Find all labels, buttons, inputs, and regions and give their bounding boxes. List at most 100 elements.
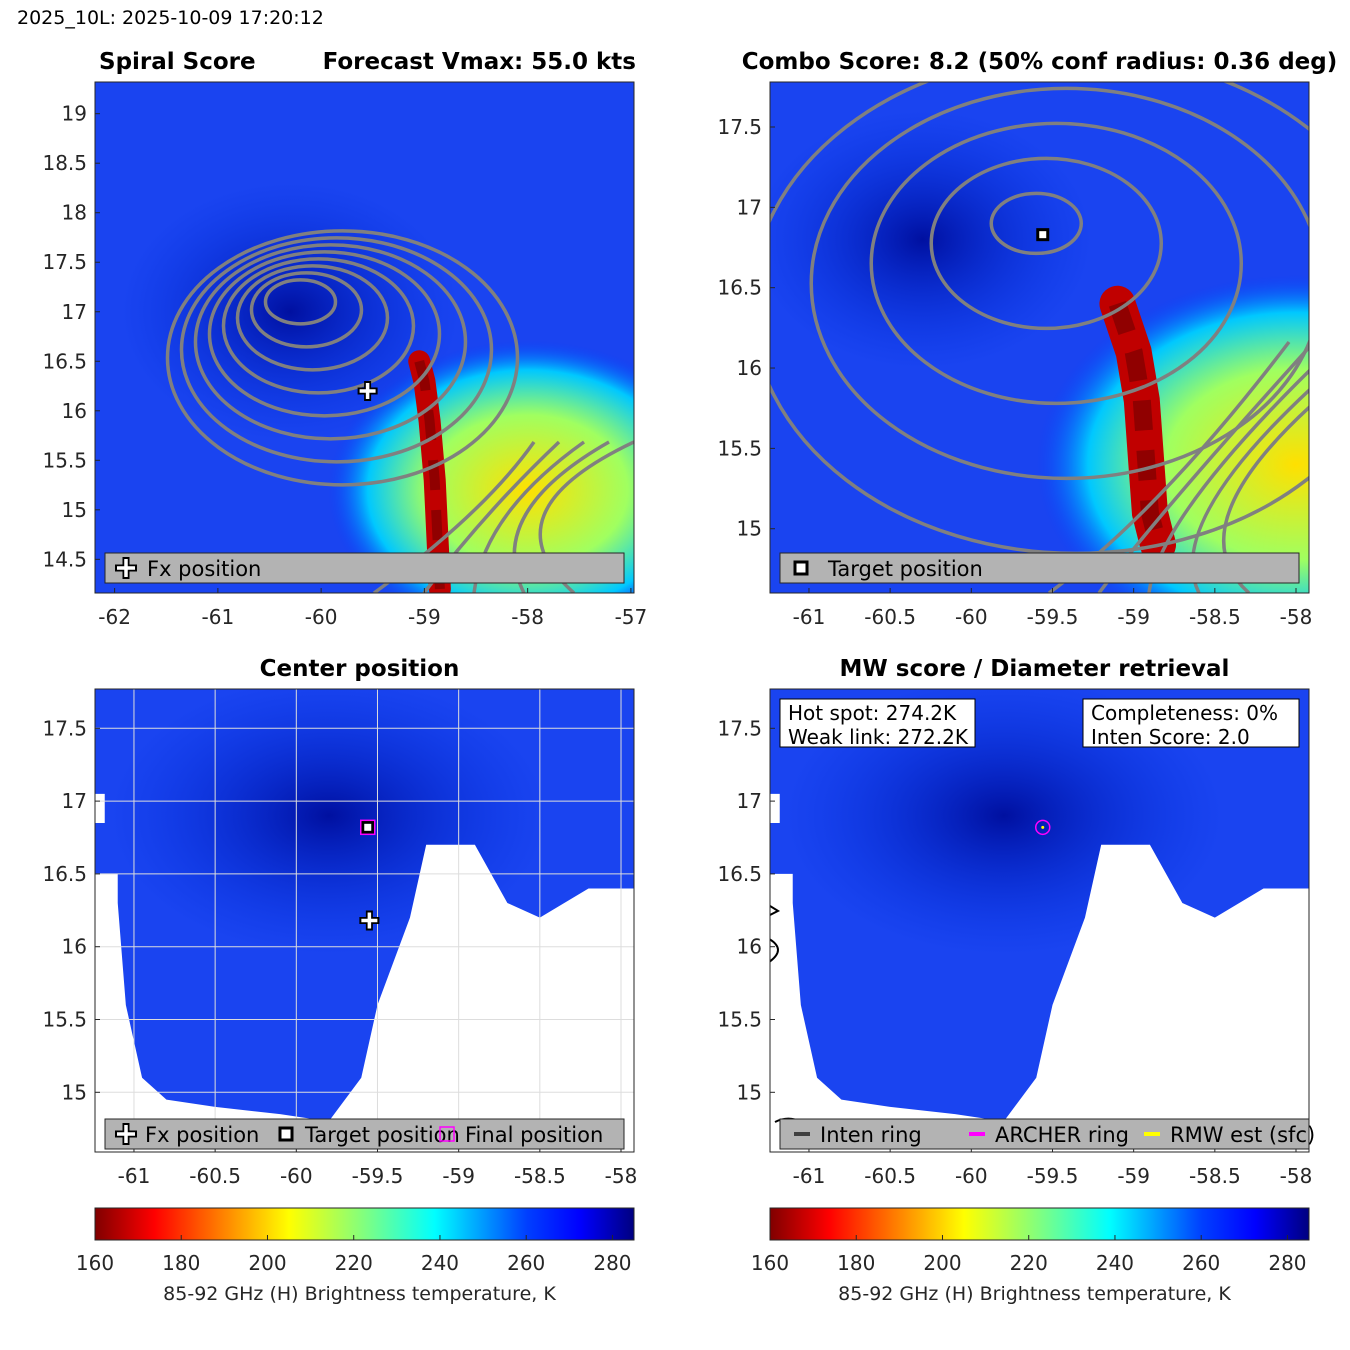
colorbar-gradient — [94, 1207, 635, 1241]
y-tick-label: 16 — [737, 356, 762, 380]
annotation-text: Weak link: 272.2K — [788, 725, 969, 749]
x-tick-label: -59 — [1117, 1164, 1150, 1188]
y-tick-label: 17 — [62, 300, 87, 324]
y-tick-label: 17 — [737, 195, 762, 219]
y-tick-label: 17.5 — [42, 716, 87, 740]
fx-position-marker-fill — [359, 382, 376, 399]
legend-label: Target position — [827, 557, 983, 581]
legend-magenta-square-icon — [439, 1126, 455, 1142]
legend-label: Fx position — [147, 557, 261, 581]
legend-label: Fx position — [145, 1123, 259, 1147]
legend-plus-icon-fill — [117, 559, 135, 577]
y-tick-label: 17.5 — [717, 115, 762, 139]
x-tick-label: -60 — [955, 605, 988, 629]
legend-label: ARCHER ring — [995, 1123, 1129, 1147]
y-tick-label: 17 — [62, 789, 87, 813]
panel-title: Spiral Score — [99, 49, 256, 75]
panel-title: Center position — [260, 656, 460, 682]
colorbar-tick-label: 220 — [335, 1251, 373, 1275]
heatmap-cold-region — [120, 181, 461, 442]
colorbar-tick-label: 160 — [751, 1251, 789, 1275]
annotation-text: Hot spot: 274.2K — [788, 701, 957, 725]
panel-2-legend: Target position — [779, 552, 1300, 584]
y-tick-label: 16 — [737, 935, 762, 959]
colorbar-tick-label: 260 — [1182, 1251, 1220, 1275]
legend-square-icon — [793, 560, 809, 576]
x-tick-label: -57 — [615, 605, 648, 629]
colorbar-tick-label: 280 — [593, 1251, 631, 1275]
x-tick-label: -60 — [955, 1164, 988, 1188]
y-tick-label: 18.5 — [42, 151, 87, 175]
y-tick-label: 15 — [737, 517, 762, 541]
y-tick-label: 17.5 — [717, 716, 762, 740]
annotation-text: Inten Score: 2.0 — [1091, 725, 1250, 749]
colorbar-tick-label: 220 — [1010, 1251, 1048, 1275]
x-tick-label: -61 — [202, 605, 235, 629]
colorbar-tick-label: 200 — [248, 1251, 286, 1275]
y-tick-label: 16.5 — [42, 349, 87, 373]
legend-label: RMW est (sfc) — [1170, 1123, 1315, 1147]
colorbar-tick-label: 240 — [421, 1251, 459, 1275]
x-tick-label: -62 — [98, 605, 131, 629]
panel-3-image — [95, 689, 634, 1152]
contour-line — [193, 243, 468, 441]
legend-box — [104, 552, 625, 584]
contour-line — [263, 278, 338, 326]
y-tick-label: 15.5 — [42, 448, 87, 472]
legend-label: Inten ring — [820, 1123, 922, 1147]
colorbar-label: 85-92 GHz (H) Brightness temperature, K — [838, 1283, 1231, 1305]
annotation-box — [1082, 698, 1300, 748]
panel-1-legend: Fx position — [104, 552, 625, 584]
contour-line — [249, 271, 364, 349]
target-position-marker — [1036, 228, 1050, 242]
no-data-region — [770, 844, 1309, 1152]
colorbar-gradient — [769, 1207, 1310, 1241]
colorbar-2: 160 180 200 220 240 260 280 85-92 GHz (H) Brigh… — [751, 1207, 1310, 1305]
axes-frame — [769, 688, 1310, 1153]
no-data-region — [770, 793, 780, 823]
contour-line — [221, 257, 416, 395]
legend-box — [779, 552, 1300, 584]
rmw-marker — [1041, 825, 1045, 829]
contour-line — [929, 156, 1164, 331]
colorbar-1: 160 180 200 220 240 260 280 85-92 GHz (H) Brigh… — [76, 1207, 635, 1305]
x-tick-label: -61 — [118, 1164, 151, 1188]
axes-frame — [94, 81, 635, 594]
x-tick-label: -59 — [408, 605, 441, 629]
y-tick-label: 18 — [62, 201, 87, 225]
panel-4-image — [770, 689, 1309, 1152]
x-tick-label: -60.5 — [189, 1164, 241, 1188]
legend-label: Final position — [465, 1123, 603, 1147]
colorbar-tick-label: 180 — [837, 1251, 875, 1275]
panel-title: Combo Score: 8.2 (50% conf radius: 0.36 … — [742, 49, 1337, 75]
contour-line — [235, 264, 390, 372]
y-tick-label: 16.5 — [717, 276, 762, 300]
y-tick-label: 19 — [62, 102, 87, 126]
archer-ring — [1034, 819, 1051, 836]
panel-subtitle: Forecast Vmax: 55.0 kts — [323, 49, 636, 75]
legend-plus-icon-fill — [117, 1125, 135, 1143]
x-tick-label: -58 — [1280, 605, 1313, 629]
colorbar-tick-label: 280 — [1268, 1251, 1306, 1275]
no-data-region — [95, 793, 105, 823]
x-tick-label: -59.5 — [352, 1164, 404, 1188]
contour-line — [179, 236, 494, 464]
y-tick-label: 15 — [62, 1080, 87, 1104]
y-tick-label: 15.5 — [717, 1008, 762, 1032]
x-tick-label: -58.5 — [514, 1164, 566, 1188]
x-tick-label: -59.5 — [1027, 605, 1079, 629]
fx-position-marker-fill — [361, 912, 378, 929]
panel-4-legend: Inten ring ARCHER ring RMW est (sfc) — [779, 1118, 1315, 1150]
colorbar-label: 85-92 GHz (H) Brightness temperature, K — [163, 1283, 556, 1305]
colorbar-tick-label: 160 — [76, 1251, 114, 1275]
legend-label: Target position — [304, 1123, 460, 1147]
x-tick-label: -58 — [1280, 1164, 1313, 1188]
colorbar-tick-label: 240 — [1096, 1251, 1134, 1275]
colorbar-tick-label: 180 — [162, 1251, 200, 1275]
x-tick-label: -59 — [442, 1164, 475, 1188]
contour-line — [207, 250, 442, 418]
y-tick-label: 14.5 — [42, 547, 87, 571]
panel-3-legend: Fx position Target position Final position — [104, 1118, 625, 1150]
